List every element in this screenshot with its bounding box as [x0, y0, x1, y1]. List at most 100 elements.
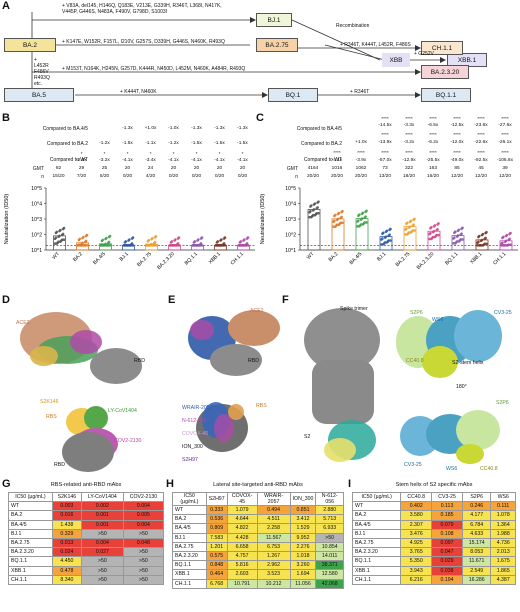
- panel-letter-c: C: [256, 112, 264, 124]
- data-point: [245, 237, 249, 240]
- e-label-covox-45: COVOX-45: [182, 431, 209, 437]
- data-point: [241, 244, 244, 247]
- data-point: [357, 214, 360, 217]
- table-header-mab: S2K146: [51, 491, 82, 503]
- data-point: [380, 238, 383, 241]
- ic50-value-cell: 0.001: [80, 510, 124, 521]
- c-ba2sig-cell: ****: [477, 133, 485, 138]
- data-point: [455, 235, 459, 238]
- node-ba275: BA.2.75: [256, 38, 298, 52]
- ic50-value-cell: 0.848: [205, 560, 228, 571]
- recombination-label: Recombination: [336, 23, 370, 29]
- c-ba2sig-cell: [325, 133, 349, 138]
- f-label-ws6-top: WS6: [432, 317, 444, 323]
- ic50-value-cell: 0.333: [205, 504, 228, 516]
- data-point: [173, 239, 176, 242]
- x-tick-label: BA.2.75: [136, 251, 153, 268]
- b-ba2-cell: -1.2x: [168, 141, 179, 146]
- c-wtsig-cell: ****: [501, 151, 509, 156]
- data-point: [197, 244, 200, 247]
- data-point: [407, 226, 411, 229]
- b-wt-cell: -4.1x: [237, 158, 248, 163]
- data-point: [339, 216, 342, 220]
- c-stats-ba45-sig: **** **** **** **** **** ****: [301, 117, 517, 122]
- ic50-value-cell: >50: [315, 532, 344, 543]
- c-gmt-cell: 4164: [307, 166, 319, 171]
- data-point: [336, 212, 340, 216]
- x-tick-label: BQ.1.1: [184, 251, 199, 266]
- c-stats-ba45: -14.5x -3.3x -6.5x -12.5x -23.6x -27.6x: [301, 123, 517, 128]
- panel-letter-g: G: [2, 478, 11, 490]
- variant-name-cell: XBB.1: [8, 565, 53, 576]
- data-point: [238, 241, 242, 244]
- ic50-value-cell: 11.056: [289, 578, 317, 589]
- b-n-cell: 0/20: [237, 174, 248, 179]
- data-point: [146, 239, 150, 243]
- data-point: [107, 235, 111, 239]
- data-point: [461, 238, 464, 241]
- data-point: [363, 216, 366, 219]
- data-point: [199, 237, 203, 240]
- data-point: [361, 223, 365, 226]
- ic50-value-cell: 0.005: [122, 510, 165, 521]
- ic50-value-cell: 0.024: [51, 547, 82, 558]
- ic50-value-cell: 2.962: [256, 560, 291, 571]
- b-wtsig-cell: *: [103, 152, 106, 157]
- variant-name-cell: BA.2: [172, 514, 207, 525]
- b-gmt-cell: 29: [78, 166, 85, 171]
- variant-name-cell: CH.1.1: [172, 578, 207, 589]
- data-point: [309, 205, 312, 208]
- b-ba2-cell: -1.5x: [214, 141, 225, 146]
- ic50-value-cell: 12.580: [315, 569, 344, 580]
- c-ba2sig-cell: ****: [405, 133, 413, 138]
- b-gmt-cell: 82: [55, 166, 62, 171]
- ic50-value-cell: 0.809: [205, 523, 228, 534]
- data-point: [108, 244, 112, 247]
- y-tick-label: 10^3: [285, 217, 296, 223]
- ic50-value-cell: 4.177: [461, 510, 492, 521]
- panel-letter-i: I: [348, 478, 352, 490]
- data-point: [104, 237, 107, 241]
- f-label-cv3-25-bottom: CV3-25: [404, 462, 422, 468]
- c-ba2-cell: -13.9x: [378, 140, 392, 145]
- variant-name-cell: BA.2.75: [351, 537, 402, 549]
- data-point: [152, 241, 156, 245]
- y-tick-label: 10^1: [285, 248, 296, 254]
- panel-letter-a: A: [2, 0, 10, 12]
- data-point: [246, 244, 250, 247]
- table-row: CH.1.1 6.216 0.194 16.286 4.387: [351, 574, 516, 585]
- c-ba45sig-cell: [349, 117, 373, 122]
- data-point: [126, 244, 129, 247]
- data-point: [405, 222, 408, 226]
- table-header-mab: COVOX-45: [226, 492, 258, 506]
- data-point: [80, 242, 83, 246]
- data-point: [432, 225, 436, 228]
- b-wtsig-cell: [47, 152, 70, 157]
- data-point: [334, 225, 337, 228]
- c-ba45-cell: [325, 123, 349, 128]
- y-tick-label: 10^5: [285, 186, 296, 192]
- c-ba45-cell: -6.5x: [427, 123, 439, 128]
- variant-name-cell: XBB.1: [172, 569, 207, 580]
- structure-f: [304, 308, 502, 464]
- table-row: BJ.1 3.476 0.108 4.633 1.988: [351, 528, 516, 539]
- data-point: [315, 207, 318, 210]
- b-wtsig-cell: *: [195, 152, 198, 157]
- ic50-value-cell: 0.047: [431, 547, 463, 558]
- data-point: [507, 238, 510, 242]
- variant-name-cell: BJ.1: [8, 528, 53, 539]
- data-point: [479, 239, 483, 243]
- c-wt-cell: [301, 158, 325, 163]
- b-ba2-cell: -1.1x: [145, 141, 156, 146]
- c-gmt-cell: 73: [382, 166, 388, 171]
- ic50-value-cell: 0.329: [51, 528, 82, 539]
- b-stats-gmt: 82 29 25 20 24 20 20 20 20: [47, 166, 254, 171]
- data-point: [501, 236, 504, 240]
- x-tick-label: WT: [306, 251, 316, 261]
- data-point: [59, 240, 62, 243]
- ic50-value-cell: 0.027: [80, 547, 124, 558]
- c-n-cell: 13/20: [378, 174, 391, 179]
- ic50-value-cell: 42.068: [315, 578, 344, 589]
- mutations-ba275: + K147E, W152R, F157L, I210V, G257S, D33…: [62, 39, 225, 45]
- y-tick-label: 10^2: [285, 233, 296, 239]
